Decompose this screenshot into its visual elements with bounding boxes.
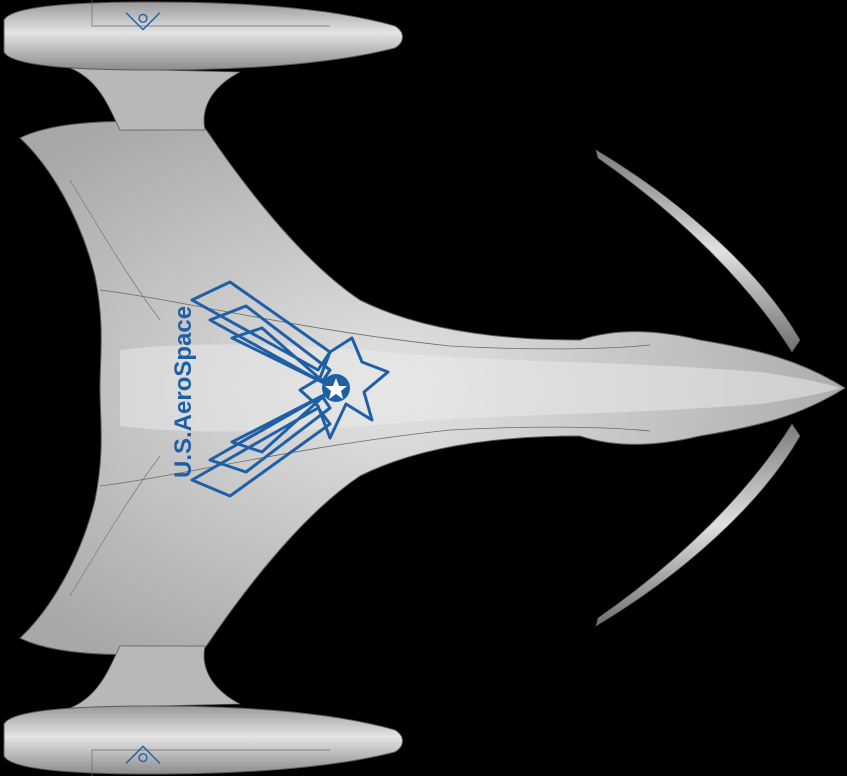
top-nacelle-panel [91, 0, 330, 27]
bottom-nacelle-panel [91, 749, 330, 776]
insignia-text: U.S.AeroSpace [170, 306, 197, 478]
panel-line-upper [99, 289, 651, 350]
top-nacelle-pod [3, 1, 403, 71]
insignia-star [325, 378, 347, 399]
aerospace-insignia [190, 280, 390, 498]
bottom-nacelle-connector [69, 645, 241, 709]
top-nacelle-insignia [125, 12, 161, 31]
top-nacelle [3, 0, 403, 131]
bottom-nacelle-insignia [125, 745, 161, 764]
top-nacelle-connector [69, 67, 241, 131]
bottom-nacelle-pod [3, 705, 403, 775]
upper-prong [595, 149, 801, 353]
lower-prong [595, 423, 801, 627]
panel-line-wing-top [69, 179, 161, 321]
bottom-nacelle [3, 645, 403, 776]
insignia-star-frame [298, 336, 390, 440]
insignia-lower-wing [190, 392, 332, 498]
main-hull [19, 120, 846, 656]
panel-line-lower [99, 426, 651, 487]
panel-line-wing-bottom [69, 455, 161, 597]
prong-arms [595, 149, 801, 627]
